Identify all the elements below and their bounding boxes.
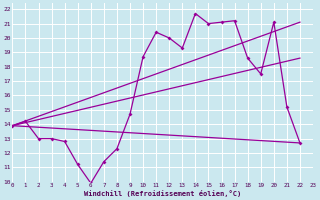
- X-axis label: Windchill (Refroidissement éolien,°C): Windchill (Refroidissement éolien,°C): [84, 190, 241, 197]
